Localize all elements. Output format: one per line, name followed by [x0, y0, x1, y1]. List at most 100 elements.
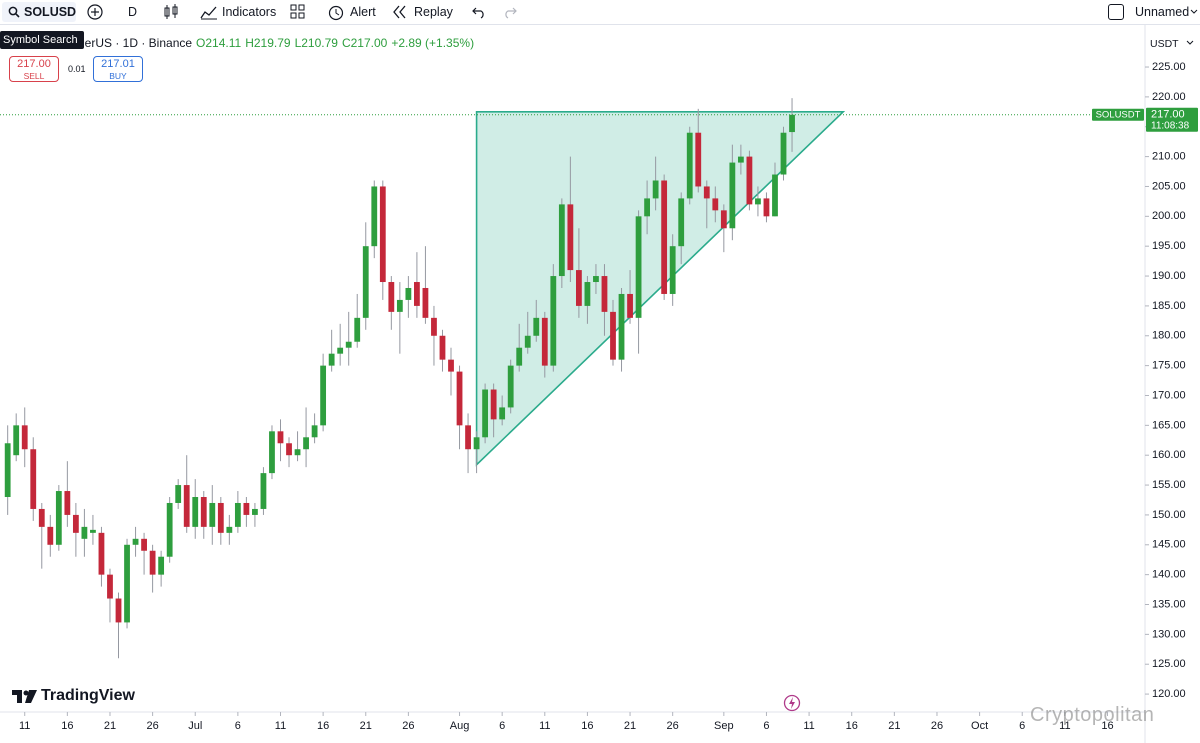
candle-body: [431, 317, 437, 336]
candle-body: [345, 341, 352, 348]
candle-body: [541, 317, 548, 366]
candle-body: [567, 204, 574, 271]
candle-body: [175, 485, 182, 503]
alert-button[interactable]: Alert: [350, 5, 376, 19]
add-symbol-icon[interactable]: [86, 3, 104, 21]
candle-body: [755, 198, 761, 205]
candle-body: [107, 574, 113, 599]
replay-button[interactable]: Replay: [414, 5, 453, 19]
candle-body: [686, 132, 693, 199]
layout-checkbox[interactable]: [1108, 4, 1124, 20]
candle-body: [320, 365, 327, 426]
sell-price: 217.00: [17, 58, 51, 70]
y-tick-label: 210.00: [1152, 151, 1186, 163]
sell-button[interactable]: 217.00 SELL: [9, 56, 59, 82]
indicators-button[interactable]: Indicators: [222, 5, 277, 19]
candles-icon[interactable]: [163, 4, 179, 20]
candle-body: [720, 210, 727, 229]
candle-body: [729, 162, 736, 229]
candle-body: [618, 293, 625, 360]
y-tick-label: 165.00: [1152, 419, 1186, 431]
candle-body: [81, 526, 88, 539]
candle-body: [422, 287, 429, 318]
x-tick-label: 26: [667, 720, 679, 732]
interval[interactable]: D: [128, 5, 138, 19]
candle-body: [550, 276, 557, 366]
candle-body: [448, 359, 454, 372]
candle-body: [772, 174, 778, 217]
layout-name[interactable]: Unnamed: [1135, 5, 1190, 19]
candle-body: [260, 473, 267, 509]
price-tag: 217.00: [1151, 109, 1185, 121]
logo: TradingView: [41, 687, 135, 704]
candle-body: [115, 598, 122, 623]
chevron-icon[interactable]: [1190, 9, 1198, 15]
x-tick-label: 16: [317, 720, 329, 732]
y-tick-label: 130.00: [1152, 628, 1186, 640]
candle-body: [252, 508, 258, 515]
ohlc-open: O214.11: [196, 36, 242, 50]
candle-body: [414, 282, 420, 306]
candle-body: [396, 299, 403, 312]
sell-label: SELL: [23, 71, 45, 81]
candle-body: [490, 389, 497, 420]
lightning-icon[interactable]: [783, 694, 801, 712]
candle-body: [124, 544, 130, 623]
candle-body: [183, 485, 190, 527]
candle-body: [362, 246, 369, 318]
y-tick-label: 185.00: [1152, 300, 1186, 312]
symbol[interactable]: SOLUSD: [24, 5, 77, 19]
candle-body: [328, 353, 335, 366]
buy-label: BUY: [109, 71, 127, 81]
candle-body: [465, 425, 471, 450]
candle-body: [141, 538, 147, 551]
candle-body: [158, 556, 165, 575]
candle-body: [388, 282, 395, 312]
candle-body: [13, 425, 20, 456]
candle-body: [30, 449, 37, 509]
y-tick-label: 140.00: [1152, 569, 1186, 581]
candle-body: [524, 335, 531, 348]
candle-body: [780, 132, 787, 175]
candle-body: [584, 282, 591, 306]
candle-body: [746, 156, 753, 205]
y-tick-label: 145.00: [1152, 539, 1186, 551]
replay-icon[interactable]: [392, 5, 408, 19]
ohlc-close: C217.00: [341, 36, 388, 50]
candle-body: [499, 407, 506, 420]
candle-body: [286, 443, 292, 456]
candle-body: [703, 186, 710, 199]
candle-body: [337, 347, 344, 354]
x-tick-label: 21: [104, 720, 116, 732]
symbol-search-bg[interactable]: [2, 2, 76, 22]
buy-button[interactable]: 217.01 BUY: [93, 56, 143, 82]
candle-body: [593, 276, 599, 283]
alert-icon[interactable]: [327, 3, 345, 21]
candle-body: [303, 437, 309, 450]
legend: nerUS · 1D · Binance O214.11 H219.79 L210.7…: [78, 36, 478, 50]
y-tick-label: 180.00: [1152, 330, 1186, 342]
candle-body: [354, 317, 361, 342]
candle-body: [661, 180, 668, 294]
x-tick-label: Aug: [450, 720, 470, 732]
candle-body: [47, 526, 54, 545]
x-tick-label: Oct: [971, 720, 988, 732]
candle-body: [90, 529, 96, 533]
spread: 0.01: [68, 64, 86, 74]
x-tick-label: Jul: [188, 720, 202, 732]
candle-body: [311, 425, 318, 438]
candle-body: [234, 502, 241, 527]
currency[interactable]: USDT: [1150, 38, 1179, 50]
candle-body: [712, 198, 719, 211]
layout-icon[interactable]: [290, 4, 306, 20]
undo-icon[interactable]: [472, 5, 486, 19]
indicators-icon[interactable]: [200, 4, 218, 20]
y-tick-label: 170.00: [1152, 389, 1186, 401]
candle-body: [149, 550, 156, 575]
x-tick-label: 11: [275, 720, 286, 732]
redo-icon[interactable]: [503, 5, 517, 19]
candle-body: [644, 198, 650, 217]
x-tick-label: 26: [931, 720, 943, 732]
